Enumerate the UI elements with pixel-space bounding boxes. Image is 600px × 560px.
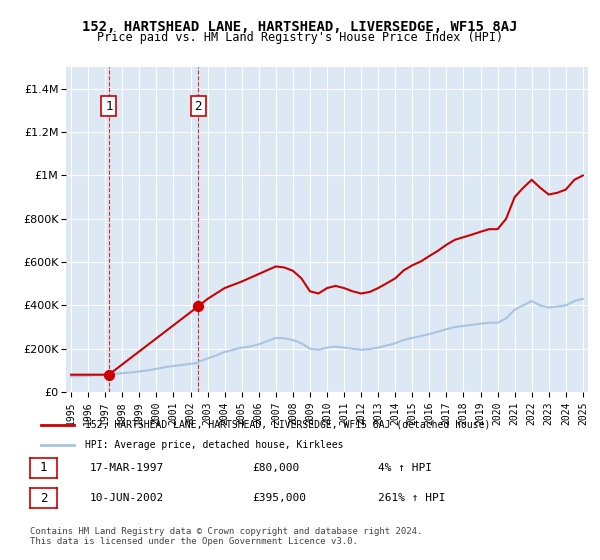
Text: 2: 2 bbox=[40, 492, 47, 505]
Text: 261% ↑ HPI: 261% ↑ HPI bbox=[378, 493, 445, 503]
Point bbox=[104, 370, 113, 379]
Text: 152, HARTSHEAD LANE, HARTSHEAD, LIVERSEDGE, WF15 8AJ: 152, HARTSHEAD LANE, HARTSHEAD, LIVERSED… bbox=[82, 20, 518, 34]
Text: £80,000: £80,000 bbox=[252, 463, 299, 473]
Text: 4% ↑ HPI: 4% ↑ HPI bbox=[378, 463, 432, 473]
Text: 10-JUN-2002: 10-JUN-2002 bbox=[90, 493, 164, 503]
Text: 152, HARTSHEAD LANE, HARTSHEAD, LIVERSEDGE, WF15 8AJ (detached house): 152, HARTSHEAD LANE, HARTSHEAD, LIVERSED… bbox=[85, 420, 491, 430]
Text: 1: 1 bbox=[105, 100, 113, 113]
Text: Contains HM Land Registry data © Crown copyright and database right 2024.
This d: Contains HM Land Registry data © Crown c… bbox=[30, 526, 422, 546]
Text: 1: 1 bbox=[40, 461, 47, 474]
Point bbox=[193, 302, 203, 311]
Text: 17-MAR-1997: 17-MAR-1997 bbox=[90, 463, 164, 473]
Text: Price paid vs. HM Land Registry's House Price Index (HPI): Price paid vs. HM Land Registry's House … bbox=[97, 31, 503, 44]
Text: £395,000: £395,000 bbox=[252, 493, 306, 503]
Text: HPI: Average price, detached house, Kirklees: HPI: Average price, detached house, Kirk… bbox=[85, 440, 344, 450]
Text: 2: 2 bbox=[194, 100, 202, 113]
